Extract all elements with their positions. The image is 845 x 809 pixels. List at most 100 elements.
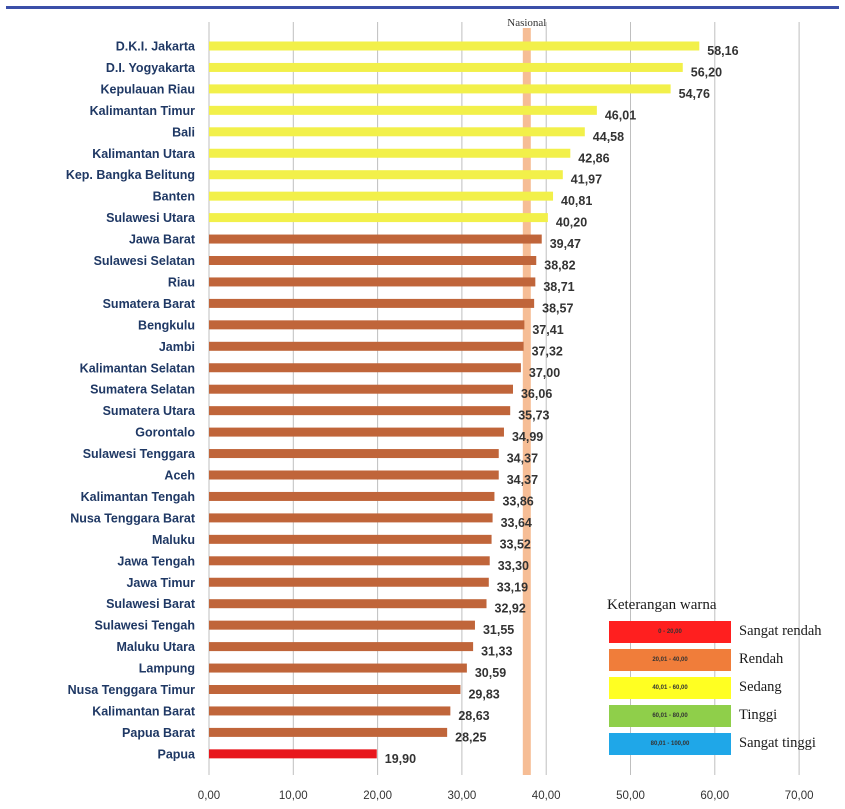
value-label: 33,64 bbox=[501, 516, 532, 530]
value-label: 28,25 bbox=[455, 730, 486, 744]
value-label: 41,97 bbox=[571, 173, 602, 187]
value-label: 33,19 bbox=[497, 580, 528, 594]
x-tick-label: 10,00 bbox=[279, 790, 308, 802]
legend-swatch: 60,01 - 80,00 bbox=[609, 705, 731, 727]
bar bbox=[209, 277, 536, 287]
legend-item-sangat-tinggi: 80,01 - 100,00 Sangat tinggi bbox=[609, 733, 845, 757]
value-label: 46,01 bbox=[605, 108, 636, 122]
x-tick-label: 30,00 bbox=[448, 790, 477, 802]
legend-item-sedang: 40,01 - 60,00 Sedang bbox=[609, 677, 845, 701]
category-label: Kalimantan Barat bbox=[92, 704, 196, 718]
value-label: 34,37 bbox=[507, 473, 538, 487]
color-legend: Keterangan warna 0 - 20,00 Sangat rendah… bbox=[603, 597, 845, 757]
bar bbox=[209, 599, 487, 609]
bar bbox=[209, 620, 475, 630]
category-label: Jawa Tengah bbox=[117, 554, 195, 568]
category-label: Sumatera Selatan bbox=[90, 383, 195, 397]
bar bbox=[209, 191, 554, 201]
bar bbox=[209, 105, 597, 115]
value-label: 28,63 bbox=[458, 709, 489, 723]
value-label: 35,73 bbox=[518, 409, 549, 423]
value-label: 42,86 bbox=[578, 151, 609, 165]
value-label: 34,37 bbox=[507, 452, 538, 466]
top-border-line bbox=[6, 6, 839, 9]
bar bbox=[209, 642, 474, 652]
x-tick-label: 60,00 bbox=[700, 790, 729, 802]
category-label: Maluku Utara bbox=[117, 640, 197, 654]
value-label: 38,82 bbox=[544, 259, 575, 273]
category-label: Jambi bbox=[159, 340, 195, 354]
bar bbox=[209, 706, 451, 716]
legend-title: Keterangan warna bbox=[607, 597, 717, 613]
legend-swatch: 40,01 - 60,00 bbox=[609, 677, 731, 699]
category-label: Kalimantan Timur bbox=[90, 104, 195, 118]
category-label: Jawa Timur bbox=[126, 576, 195, 590]
legend-label: Sangat tinggi bbox=[739, 735, 816, 751]
x-tick-label: 20,00 bbox=[363, 790, 392, 802]
bar bbox=[209, 213, 548, 223]
value-label: 19,90 bbox=[385, 752, 416, 766]
legend-item-sangat-rendah: 0 - 20,00 Sangat rendah bbox=[609, 621, 845, 645]
value-label: 31,55 bbox=[483, 623, 514, 637]
bar bbox=[209, 577, 489, 587]
bar bbox=[209, 749, 377, 759]
bar bbox=[209, 534, 492, 544]
category-label: D.I. Yogyakarta bbox=[106, 61, 196, 75]
category-label: Sulawesi Selatan bbox=[94, 254, 195, 268]
category-label: Aceh bbox=[164, 469, 195, 483]
national-reference-line bbox=[522, 28, 531, 775]
bar bbox=[209, 320, 525, 330]
bar bbox=[209, 513, 493, 523]
bar bbox=[209, 449, 499, 459]
legend-label: Sedang bbox=[739, 679, 782, 695]
value-label: 58,16 bbox=[707, 44, 738, 58]
legend-swatch: 0 - 20,00 bbox=[609, 621, 731, 643]
legend-label: Tinggi bbox=[739, 707, 778, 723]
bar bbox=[209, 556, 490, 566]
x-tick-label: 50,00 bbox=[616, 790, 645, 802]
bar bbox=[209, 170, 563, 180]
legend-swatch: 80,01 - 100,00 bbox=[609, 733, 731, 755]
bar bbox=[209, 62, 683, 72]
bar bbox=[209, 406, 511, 416]
national-reference-label: Nasional bbox=[507, 17, 546, 29]
value-label: 44,58 bbox=[593, 130, 624, 144]
bar bbox=[209, 41, 700, 51]
category-label: Sumatera Barat bbox=[103, 297, 196, 311]
legend-item-tinggi: 60,01 - 80,00 Tinggi bbox=[609, 705, 845, 729]
value-label: 34,99 bbox=[512, 430, 543, 444]
value-label: 40,81 bbox=[561, 194, 592, 208]
bar bbox=[209, 470, 499, 480]
category-label: Kep. Bangka Belitung bbox=[66, 168, 195, 182]
value-label: 33,86 bbox=[502, 494, 533, 508]
value-label: 29,83 bbox=[468, 688, 499, 702]
bar bbox=[209, 384, 513, 394]
category-label: Bengkulu bbox=[138, 318, 195, 332]
value-label: 37,41 bbox=[532, 323, 563, 337]
value-label: 32,92 bbox=[495, 602, 526, 616]
bar bbox=[209, 148, 571, 158]
category-label: Banten bbox=[153, 190, 195, 204]
bar bbox=[209, 234, 542, 244]
category-label: Kepulauan Riau bbox=[101, 82, 195, 96]
bar bbox=[209, 663, 467, 673]
legend-label: Sangat rendah bbox=[739, 623, 822, 639]
bar bbox=[209, 84, 671, 94]
bar bbox=[209, 491, 495, 501]
category-label: Sulawesi Tengah bbox=[95, 619, 196, 633]
category-label: Sumatera Utara bbox=[103, 404, 196, 418]
category-label: Kalimantan Utara bbox=[92, 147, 196, 161]
x-tick-label: 40,00 bbox=[532, 790, 561, 802]
value-label: 33,30 bbox=[498, 559, 529, 573]
value-label: 54,76 bbox=[679, 87, 710, 101]
value-label: 40,20 bbox=[556, 216, 587, 230]
value-label: 39,47 bbox=[550, 237, 581, 251]
category-label: D.K.I. Jakarta bbox=[116, 40, 196, 54]
category-label: Sulawesi Utara bbox=[106, 211, 196, 225]
category-label: Sulawesi Barat bbox=[106, 597, 196, 611]
category-label: Riau bbox=[168, 275, 195, 289]
legend-swatch: 20,01 - 40,00 bbox=[609, 649, 731, 671]
bar bbox=[209, 341, 524, 351]
bar bbox=[209, 127, 585, 137]
bar bbox=[209, 727, 448, 737]
